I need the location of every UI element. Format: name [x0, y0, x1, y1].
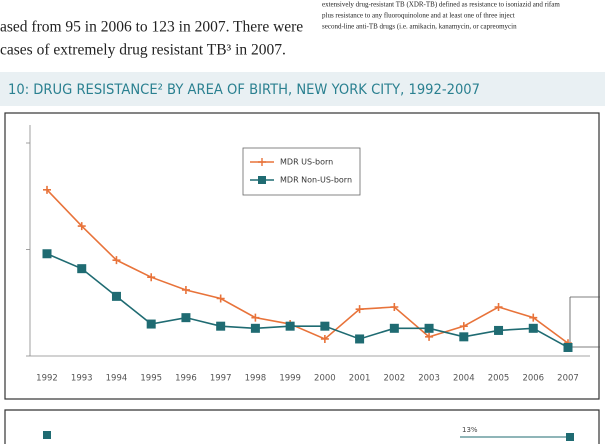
x-tick-label: 2007	[557, 374, 579, 384]
series-line	[46, 253, 569, 349]
marker	[563, 342, 573, 352]
annotation-box	[569, 296, 600, 348]
marker	[181, 285, 190, 294]
legend-marker	[258, 158, 266, 166]
marker	[147, 273, 156, 282]
marker	[459, 322, 468, 331]
series-line	[46, 189, 569, 344]
x-tick-label: 2005	[488, 374, 510, 384]
footnote-text: extensively drug-resistant TB (XDR-TB) d…	[322, 1, 560, 9]
x-tick-label: 2003	[418, 374, 440, 384]
title-band	[0, 72, 605, 106]
body-text: ased from 95 in 2006 to 123 in 2007. The…	[0, 19, 303, 36]
x-tick-label: 2004	[453, 374, 475, 384]
footnote-text: second-line anti-TB drugs (i.e. amikacin…	[322, 23, 517, 31]
x-tick-label: 2000	[314, 374, 336, 384]
marker	[43, 185, 51, 194]
marker	[320, 321, 330, 331]
x-tick-label: 1999	[279, 374, 301, 384]
marker	[77, 264, 87, 274]
marker	[112, 256, 121, 265]
marker	[528, 323, 538, 333]
x-tick-label: 1997	[210, 374, 232, 384]
chart-title: 10: DRUG RESISTANCE² BY AREA OF BIRTH, N…	[8, 82, 480, 98]
x-tick-label: 1996	[175, 374, 197, 384]
marker	[251, 313, 260, 322]
marker	[459, 332, 469, 342]
body-text: cases of extremely drug resistant TB³ in…	[0, 42, 286, 59]
marker	[425, 332, 434, 341]
second-chart-frame	[4, 409, 600, 444]
x-tick-label: 1995	[140, 374, 162, 384]
x-tick-label: 1992	[36, 374, 58, 384]
x-tick-label: 2001	[349, 374, 371, 384]
marker	[390, 303, 399, 312]
legend	[242, 147, 361, 196]
marker	[181, 313, 191, 323]
marker	[77, 222, 86, 231]
marker	[146, 319, 156, 329]
marker	[424, 323, 434, 333]
marker	[494, 303, 503, 312]
marker	[494, 325, 504, 335]
marker	[216, 321, 226, 331]
marker	[42, 249, 52, 259]
x-tick-label: 2002	[384, 374, 406, 384]
marker	[285, 321, 295, 331]
marker	[111, 291, 121, 301]
legend-label: MDR US-born	[280, 158, 333, 167]
x-tick-label: 1993	[71, 374, 93, 384]
marker	[355, 334, 365, 344]
marker	[355, 305, 364, 314]
x-tick-label: 2006	[522, 374, 544, 384]
plot: 1992 1993 1994 1995 1996 1997 1998 1999 2000 2001…	[26, 142, 579, 384]
x-tick-label: 1998	[245, 374, 267, 384]
marker	[389, 323, 399, 333]
second-chart-label: 13%	[462, 426, 478, 434]
marker	[250, 323, 260, 333]
second-chart-marker	[43, 431, 51, 439]
chart-frame	[4, 112, 600, 400]
marker	[320, 334, 329, 343]
legend-label: MDR Non-US-born	[280, 176, 352, 185]
x-tick-label: 1994	[106, 374, 128, 384]
marker	[529, 313, 538, 322]
legend-marker	[258, 176, 266, 184]
footnote-text: plus resistance to any fluoroquinolone a…	[322, 12, 515, 20]
second-chart-marker	[566, 433, 574, 441]
marker	[216, 294, 225, 303]
